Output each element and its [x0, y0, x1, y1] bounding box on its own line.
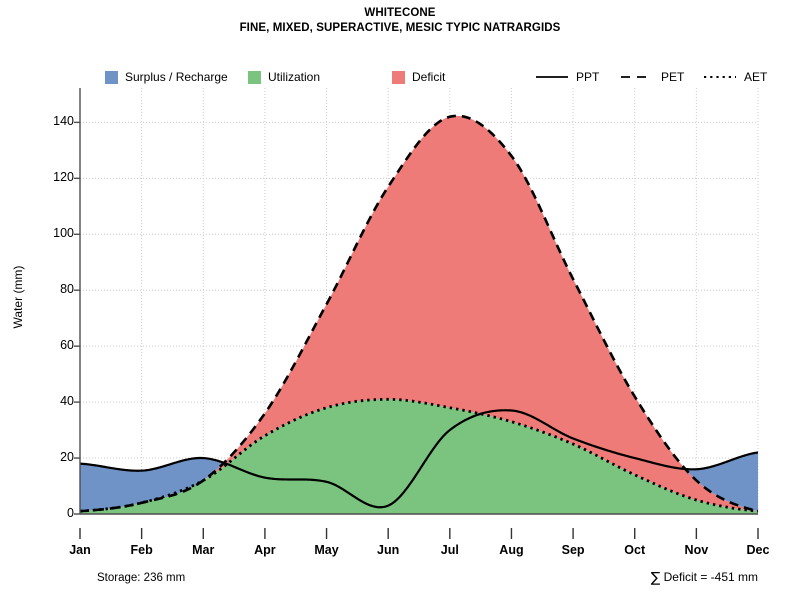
- y-axis-tick-label: 80: [60, 282, 74, 297]
- legend-label-utilization: Utilization: [268, 70, 321, 84]
- legend-item-pet: PET: [620, 68, 684, 86]
- legend-item-aet: AET: [703, 68, 767, 86]
- legend-label-ppt: PPT: [576, 70, 600, 84]
- pet-curve: [79, 114, 759, 513]
- storage-annotation: Storage: 236 mm: [97, 572, 186, 584]
- chart-legend: Surplus / Recharge Utilization Deficit P…: [0, 68, 800, 86]
- legend-label-surplus: Surplus / Recharge: [125, 70, 228, 84]
- dashed-line-icon: [620, 71, 654, 83]
- deficit-area: [204, 115, 757, 512]
- y-axis-tick-label: 60: [60, 338, 74, 353]
- y-axis-tick-label: 100: [53, 226, 74, 241]
- x-axis-tick-label-oct: Oct: [624, 543, 646, 557]
- y-axis-tick-label: 120: [53, 170, 74, 185]
- x-axis-tick-label-nov: Nov: [684, 543, 709, 557]
- surplus-color-swatch: [105, 70, 118, 84]
- deficit-total-annotation: ∑ Deficit = -451 mm: [651, 570, 758, 586]
- y-axis-tick-labels: 0 20 40 60 80 100 120 140: [30, 0, 74, 600]
- x-axis-tick-label-dec: Dec: [746, 543, 770, 557]
- legend-item-utilization: Utilization: [248, 68, 320, 86]
- x-axis-tick-label-mar: Mar: [192, 543, 215, 557]
- aet-curve: [79, 397, 759, 513]
- legend-item-ppt: PPT: [535, 68, 599, 86]
- y-axis-tick-label: 140: [53, 114, 74, 129]
- legend-item-surplus: Surplus / Recharge: [105, 68, 228, 86]
- x-axis-tick-label-may: May: [314, 543, 339, 557]
- deficit-color-swatch: [392, 70, 405, 84]
- y-axis-tick-label: 40: [60, 394, 74, 409]
- sigma-icon: ∑: [650, 570, 661, 586]
- x-axis-tick-label-aug: Aug: [499, 543, 524, 557]
- x-axis-tick-label-jun: Jun: [377, 543, 400, 557]
- y-axis-tick-label: 0: [67, 506, 74, 520]
- solid-line-icon: [535, 71, 569, 83]
- x-axis-tick-label-jan: Jan: [69, 543, 91, 557]
- legend-label-aet: AET: [744, 70, 768, 84]
- page-subtitle: FINE, MIXED, SUPERACTIVE, MESIC TYPIC NA…: [239, 22, 561, 34]
- page-title: WHITECONE: [364, 7, 436, 19]
- utilization-color-swatch: [248, 70, 261, 84]
- deficit-total-text: Deficit = -451 mm: [663, 570, 758, 584]
- ppt-curve: [79, 409, 759, 509]
- x-axis-tick-label-sep: Sep: [561, 543, 585, 557]
- legend-item-deficit: Deficit: [392, 68, 445, 86]
- legend-label-pet: PET: [661, 70, 685, 84]
- x-axis-tick-label-apr: Apr: [254, 543, 276, 557]
- x-axis-tick-label-feb: Feb: [130, 543, 153, 557]
- dotted-line-icon: [703, 71, 737, 83]
- y-axis-tick-label: 20: [60, 450, 74, 465]
- chart-title-block: WHITECONE FINE, MIXED, SUPERACTIVE, MESI…: [0, 6, 800, 36]
- legend-label-deficit: Deficit: [412, 70, 446, 84]
- x-axis-tick-label-jul: Jul: [440, 543, 459, 557]
- utilization-area: [80, 399, 758, 514]
